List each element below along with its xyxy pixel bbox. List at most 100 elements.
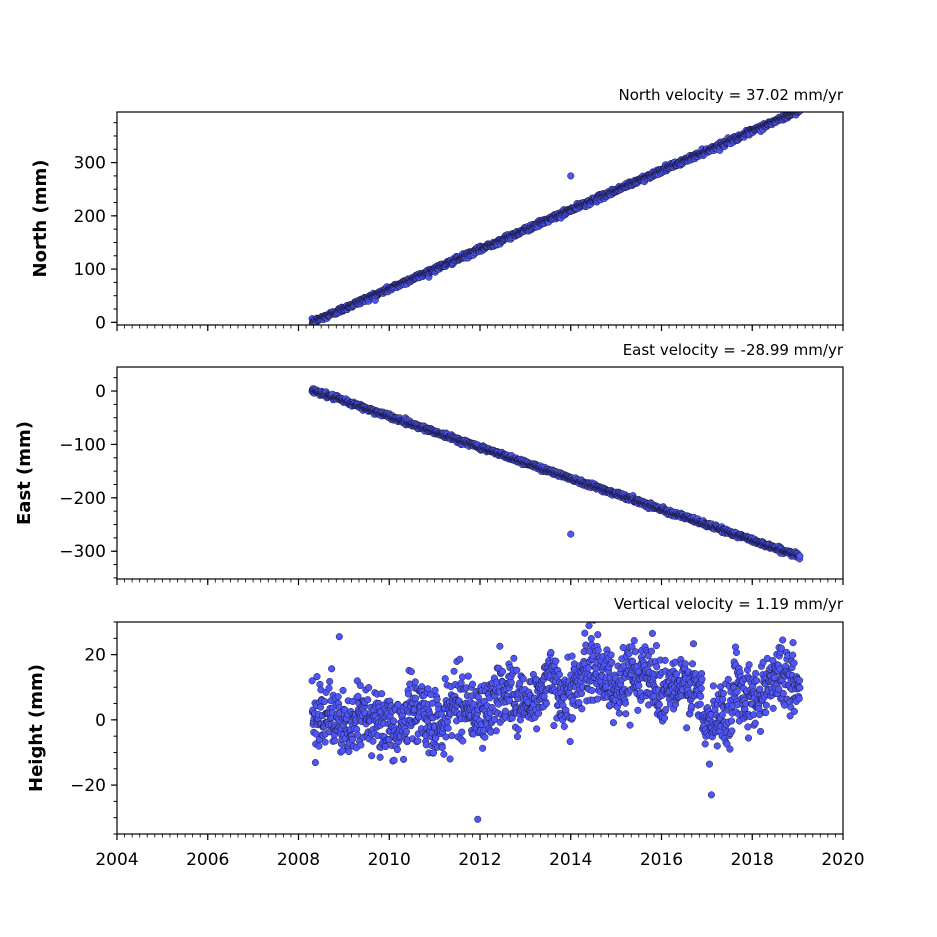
east-ylabel: East (mm) — [14, 421, 35, 525]
height-point — [385, 736, 393, 744]
height-point — [568, 714, 576, 722]
height-point — [491, 715, 499, 723]
height-point — [652, 642, 660, 650]
height-point — [753, 677, 761, 685]
height-point — [653, 663, 661, 671]
height-point — [615, 709, 623, 717]
height-point — [687, 702, 696, 710]
north-point — [796, 112, 804, 115]
height-point — [464, 672, 472, 680]
east-ytick-label: 0 — [95, 382, 106, 402]
height-point — [582, 641, 590, 649]
height-point — [429, 749, 438, 757]
height-point — [321, 738, 329, 746]
height-point — [587, 634, 595, 643]
height-point — [448, 732, 456, 740]
height-point — [752, 669, 760, 678]
height-point — [402, 728, 411, 736]
height-point — [326, 677, 334, 686]
height-point — [697, 692, 705, 701]
height-point — [588, 686, 596, 695]
east-points — [308, 385, 804, 563]
height-point — [626, 721, 634, 729]
height-xtick-label: 2004 — [95, 850, 138, 870]
height-point — [661, 656, 669, 664]
height-point — [311, 759, 319, 767]
height-point — [705, 760, 713, 768]
height-point — [459, 737, 467, 745]
height-point — [468, 680, 477, 688]
height-point — [790, 707, 798, 715]
height-point — [412, 694, 420, 702]
height-point — [441, 675, 449, 683]
height-point — [681, 660, 689, 668]
height-point — [317, 703, 325, 711]
height-point — [625, 650, 633, 658]
height-point — [728, 727, 736, 735]
height-point — [345, 747, 353, 756]
height-point — [673, 670, 681, 678]
height-point — [348, 735, 357, 744]
height-point — [414, 737, 422, 745]
height-outlier-point — [335, 633, 343, 641]
height-point — [431, 686, 439, 694]
height-point — [744, 723, 752, 731]
height-point — [789, 651, 797, 659]
height-point — [514, 726, 522, 734]
height-point — [313, 673, 321, 681]
height-point — [628, 643, 636, 651]
height-point — [496, 642, 504, 650]
height-panel-title: Vertical velocity = 1.19 mm/yr — [614, 595, 844, 613]
height-point — [762, 709, 770, 717]
height-point — [407, 668, 415, 676]
height-point — [795, 695, 803, 703]
height-point — [513, 666, 521, 674]
height-point — [438, 744, 446, 752]
height-point — [442, 733, 450, 741]
height-point — [660, 714, 669, 722]
east-ytick-label: −200 — [59, 489, 106, 509]
height-point — [446, 755, 454, 763]
height-point — [339, 686, 347, 694]
height-point — [308, 677, 316, 685]
north-ytick-label: 100 — [74, 260, 106, 280]
height-point — [393, 746, 401, 754]
height-xtick-label: 2012 — [458, 850, 501, 870]
height-point — [354, 731, 362, 739]
height-point — [762, 701, 770, 709]
height-point — [769, 704, 777, 712]
height-point — [450, 667, 458, 675]
height-xtick-label: 2016 — [640, 850, 683, 870]
height-point — [732, 648, 740, 657]
height-point — [315, 742, 323, 750]
north-ytick-label: 300 — [74, 154, 106, 174]
height-xtick-label: 2006 — [186, 850, 229, 870]
height-point — [552, 657, 560, 665]
height-point — [585, 622, 593, 630]
height-point — [607, 651, 615, 659]
height-point — [609, 719, 617, 727]
height-point — [328, 665, 336, 673]
height-xtick-label: 2020 — [821, 850, 864, 870]
east-ytick-label: −100 — [59, 435, 106, 455]
height-point — [718, 711, 727, 719]
height-point — [542, 699, 550, 708]
height-point — [779, 689, 787, 697]
height-point — [547, 648, 555, 657]
height-point — [404, 690, 412, 698]
height-point — [469, 700, 477, 708]
height-point — [457, 679, 465, 687]
height-point — [390, 717, 398, 725]
height-point — [507, 679, 515, 687]
north-outlier-point — [567, 172, 575, 180]
height-point — [568, 652, 576, 660]
height-point — [481, 733, 489, 741]
east-axes-frame — [116, 366, 844, 580]
north-points — [308, 112, 804, 325]
height-point — [683, 724, 691, 732]
height-point — [688, 660, 697, 668]
height-point — [698, 675, 706, 683]
east-point — [796, 552, 804, 560]
